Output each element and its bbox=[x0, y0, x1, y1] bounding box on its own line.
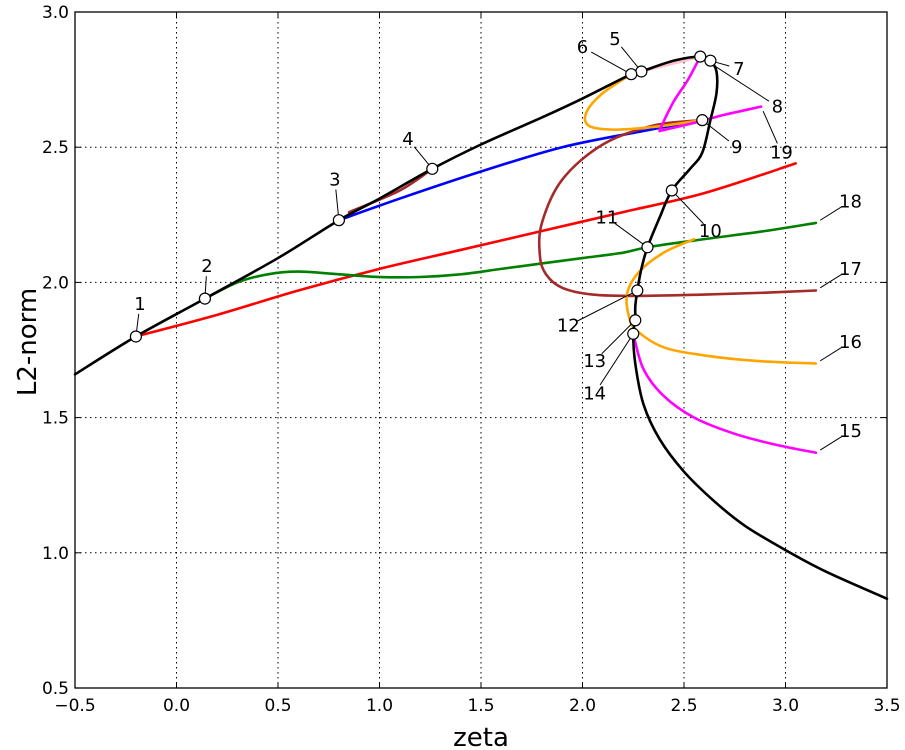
branch-point-marker bbox=[426, 162, 439, 175]
x-tick-label: 1.0 bbox=[366, 696, 393, 716]
series-line-magenta bbox=[631, 332, 818, 455]
y-tick-label: 1.5 bbox=[42, 409, 69, 429]
grid bbox=[75, 12, 887, 688]
label-leader-line bbox=[599, 337, 631, 386]
branch-point-marker bbox=[627, 327, 640, 340]
y-tick-label: 1.0 bbox=[42, 544, 69, 564]
x-tick-label: 3.0 bbox=[772, 696, 799, 716]
label-leader-line bbox=[576, 292, 634, 322]
branch-point-marker bbox=[198, 292, 212, 305]
x-axis-label: zeta bbox=[453, 723, 509, 750]
branch-point-marker bbox=[694, 50, 707, 63]
series-line-brown bbox=[537, 118, 818, 298]
series-line-green bbox=[203, 221, 818, 300]
branch-point-marker bbox=[696, 114, 709, 127]
series-line-black bbox=[73, 55, 889, 601]
branch-point-marker bbox=[129, 330, 142, 343]
branch-point-marker bbox=[665, 184, 678, 197]
branch-point-marker bbox=[641, 241, 654, 254]
label-leader-line bbox=[704, 58, 770, 102]
label-leader-line bbox=[601, 323, 633, 355]
label-leader-line bbox=[715, 61, 730, 67]
label-leader-line bbox=[819, 206, 843, 221]
branch-point-label: 18 bbox=[839, 191, 862, 212]
branch-point-label: 19 bbox=[770, 143, 793, 164]
series-line-magenta bbox=[658, 105, 763, 133]
branch-point-label: 8 bbox=[772, 97, 783, 118]
x-tick-label: 0.0 bbox=[163, 696, 190, 716]
series-line-red bbox=[134, 162, 797, 338]
x-tick-label: 3.5 bbox=[873, 696, 900, 716]
branch-point-marker bbox=[629, 314, 642, 327]
branch-point-label: 11 bbox=[595, 208, 618, 229]
branch-point-marker bbox=[332, 214, 345, 227]
branch-point-marker bbox=[635, 65, 648, 78]
branch-point-marker bbox=[631, 284, 644, 297]
label-leader-line bbox=[819, 436, 843, 451]
y-tick-label: 2.5 bbox=[42, 138, 69, 158]
branch-point-label: 6 bbox=[577, 37, 588, 58]
label-leader-line bbox=[620, 46, 639, 68]
branch-point-label: 9 bbox=[731, 137, 742, 158]
label-leader-line bbox=[204, 276, 207, 294]
x-tick-label: 2.0 bbox=[569, 696, 596, 716]
y-tick-label: 3.0 bbox=[42, 3, 69, 23]
branch-point-marker bbox=[704, 54, 717, 67]
label-leader-line bbox=[136, 313, 140, 332]
x-tick-label: −0.5 bbox=[54, 696, 95, 716]
branch-point-label: 2 bbox=[201, 256, 212, 277]
y-tick-label: 0.5 bbox=[42, 679, 69, 699]
label-leader-line bbox=[705, 122, 730, 142]
branch-point-label: 16 bbox=[839, 332, 862, 353]
branch-point-label: 5 bbox=[609, 29, 620, 50]
label-leader-line bbox=[335, 189, 339, 216]
series-line-blue bbox=[337, 118, 704, 222]
branch-point-marker bbox=[625, 68, 638, 81]
x-tick-label: 0.5 bbox=[264, 696, 291, 716]
label-leader-line bbox=[762, 111, 778, 144]
branch-point-label: 3 bbox=[329, 170, 340, 191]
branch-point-label: 17 bbox=[839, 259, 862, 280]
branch-point-label: 13 bbox=[583, 351, 606, 372]
branch-point-label: 4 bbox=[402, 129, 413, 150]
series-line-orange bbox=[583, 72, 704, 131]
x-tick-label: 1.5 bbox=[467, 696, 494, 716]
branch-point-label: 14 bbox=[583, 383, 606, 404]
label-leaders bbox=[136, 46, 843, 451]
x-tick-label: 2.5 bbox=[670, 696, 697, 716]
label-leader-line bbox=[819, 273, 843, 289]
series-line-magenta bbox=[658, 55, 702, 133]
y-axis-label: L2-norm bbox=[13, 288, 43, 396]
branch-point-markers bbox=[129, 50, 717, 343]
axis-ticks: −0.5 0.0 0.5 1.0 1.5 2.0 2.5 3.0 3.5 0.5 1.0 1.5 2.0… bbox=[42, 3, 901, 716]
label-leader-line bbox=[674, 193, 704, 225]
branch-point-label: 12 bbox=[557, 316, 580, 337]
y-tick-label: 2.0 bbox=[42, 273, 69, 293]
label-leader-line bbox=[614, 223, 644, 245]
label-leader-line bbox=[591, 51, 628, 73]
series-line-orange bbox=[625, 237, 818, 365]
label-leader-line bbox=[819, 346, 843, 362]
branch-point-label: 15 bbox=[839, 421, 862, 442]
branch-point-label: 1 bbox=[134, 294, 145, 315]
branch-point-label: 7 bbox=[733, 59, 744, 80]
label-leader-line bbox=[413, 146, 430, 166]
branch-point-label: 10 bbox=[699, 221, 722, 242]
